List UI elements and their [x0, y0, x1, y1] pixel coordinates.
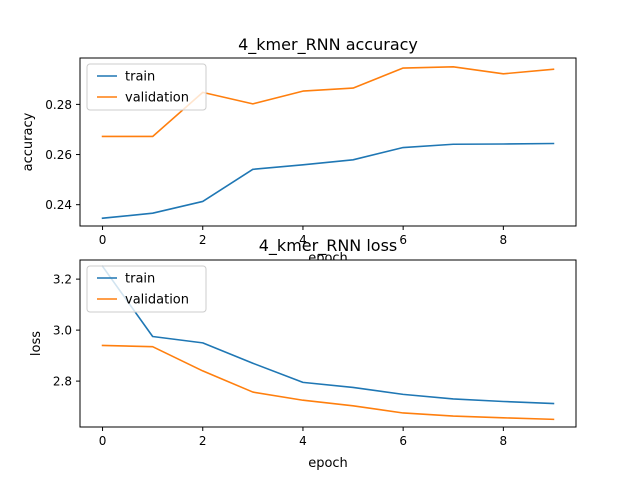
y-tick-label: 0.28 [45, 98, 72, 112]
y-tick-label: 0.24 [45, 198, 72, 212]
series-line-train [101, 265, 555, 405]
y-tick-label: 2.8 [53, 375, 72, 389]
x-tick-label: 6 [399, 233, 407, 247]
subplot-loss: 0 2 4 6 8 2.8 3.0 3.2 4_kmer_RNN loss epoch loss tr… [29, 236, 577, 471]
x-tick-label: 2 [199, 233, 207, 247]
legend: train validation [86, 265, 207, 313]
x-tick-label: 4 [299, 233, 307, 247]
chart-title: 4_kmer_RNN accuracy [238, 35, 418, 55]
y-tick-label: 3.2 [53, 273, 72, 287]
chart-title: 4_kmer_RNN loss [259, 236, 398, 256]
legend-entry-train: train [125, 272, 155, 287]
series-line-validation [101, 344, 555, 421]
y-axis-label: accuracy [21, 112, 36, 171]
series-line-train [101, 142, 555, 220]
legend-entry-validation: validation [125, 293, 189, 308]
legend: train validation [86, 63, 207, 111]
x-tick-label: 0 [99, 434, 107, 448]
y-tick-label: 3.0 [53, 324, 72, 338]
subplot-accuracy: 0 2 4 6 80.240.260.284_kmer_RNN accuracyepoc… [21, 35, 577, 266]
x-tick-label: 8 [500, 233, 508, 247]
x-tick-label: 6 [399, 434, 407, 448]
y-axis-label: loss [29, 331, 44, 356]
series-line-validation [101, 65, 555, 138]
x-tick-label: 8 [500, 434, 508, 448]
x-tick-label: 4 [299, 434, 307, 448]
legend-entry-train: train [125, 70, 155, 85]
subplots: 0 2 4 6 8 0.24 0.26 0.28 4_kmer_RNN accuracy epoc… [21, 35, 577, 471]
legend-entry-validation: validation [125, 91, 189, 106]
x-axis-label: epoch [308, 456, 348, 471]
x-tick-label: 2 [199, 434, 207, 448]
y-tick-label: 0.26 [45, 148, 72, 162]
x-tick-label: 0 [99, 233, 107, 247]
